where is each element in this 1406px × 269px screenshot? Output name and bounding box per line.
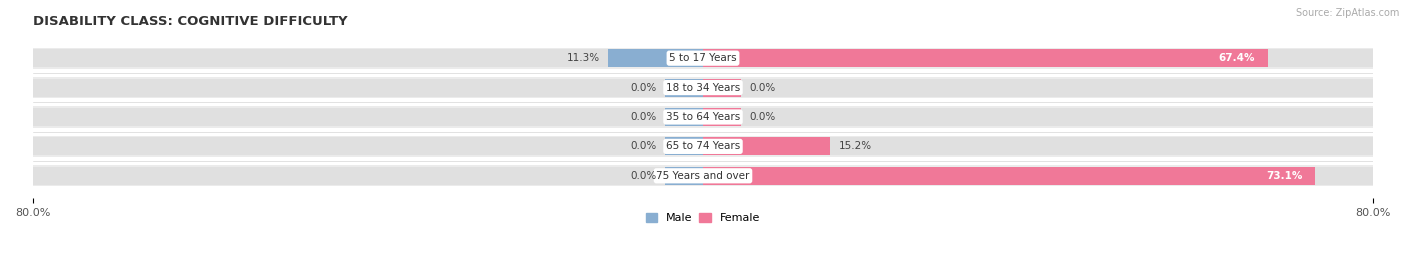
Text: 11.3%: 11.3% <box>567 53 600 63</box>
Bar <box>32 136 1374 157</box>
Text: 0.0%: 0.0% <box>749 112 775 122</box>
Text: 65 to 74 Years: 65 to 74 Years <box>666 141 740 151</box>
Bar <box>665 137 703 155</box>
Bar <box>609 49 703 67</box>
Bar <box>32 79 1374 97</box>
Bar <box>32 48 1374 69</box>
Bar <box>32 167 1374 185</box>
Bar <box>32 137 1374 155</box>
Bar <box>32 107 1374 128</box>
Bar <box>665 79 703 97</box>
Text: 0.0%: 0.0% <box>631 141 657 151</box>
Bar <box>32 77 1374 98</box>
Bar <box>665 167 703 185</box>
Bar <box>703 79 741 97</box>
Text: 5 to 17 Years: 5 to 17 Years <box>669 53 737 63</box>
Bar <box>703 49 1268 67</box>
Text: 18 to 34 Years: 18 to 34 Years <box>666 83 740 93</box>
Text: 0.0%: 0.0% <box>631 83 657 93</box>
Text: 0.0%: 0.0% <box>631 112 657 122</box>
Bar <box>32 108 1374 126</box>
Bar <box>703 167 1316 185</box>
Bar <box>703 137 831 155</box>
Text: 15.2%: 15.2% <box>839 141 872 151</box>
Text: 67.4%: 67.4% <box>1219 53 1256 63</box>
Bar <box>32 49 1374 67</box>
Legend: Male, Female: Male, Female <box>641 208 765 228</box>
Bar <box>665 108 703 126</box>
Text: 35 to 64 Years: 35 to 64 Years <box>666 112 740 122</box>
Bar <box>32 165 1374 186</box>
Text: 0.0%: 0.0% <box>631 171 657 181</box>
Text: 73.1%: 73.1% <box>1267 171 1303 181</box>
Bar <box>703 108 741 126</box>
Text: DISABILITY CLASS: COGNITIVE DIFFICULTY: DISABILITY CLASS: COGNITIVE DIFFICULTY <box>32 15 347 28</box>
Text: Source: ZipAtlas.com: Source: ZipAtlas.com <box>1295 8 1399 18</box>
Text: 0.0%: 0.0% <box>749 83 775 93</box>
Text: 75 Years and over: 75 Years and over <box>657 171 749 181</box>
